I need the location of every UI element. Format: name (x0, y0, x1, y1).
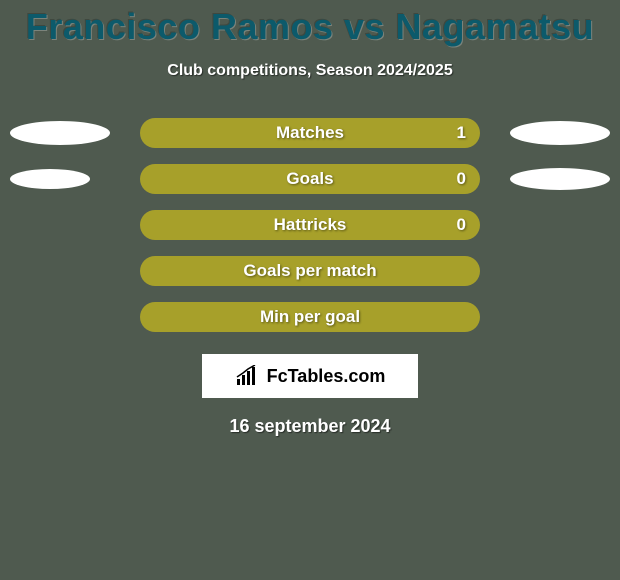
stat-row: Min per goal (0, 302, 620, 332)
stat-value: 0 (457, 169, 466, 189)
stat-bar: Min per goal (140, 302, 480, 332)
right-marker (510, 121, 610, 145)
date-text: 16 september 2024 (0, 416, 620, 437)
stat-value: 0 (457, 215, 466, 235)
stats-chart: Matches 1 Goals 0 Hattricks 0 Goals per match M… (0, 118, 620, 332)
logo-text: FcTables.com (267, 366, 386, 387)
subtitle: Club competitions, Season 2024/2025 (0, 62, 620, 80)
stat-row: Matches 1 (0, 118, 620, 148)
left-marker (10, 121, 110, 145)
stat-label: Goals (286, 169, 333, 189)
stat-label: Goals per match (243, 261, 376, 281)
infographic-container: Francisco Ramos vs Nagamatsu Club compet… (0, 0, 620, 580)
stat-label: Hattricks (274, 215, 347, 235)
stat-label: Matches (276, 123, 344, 143)
stat-row: Goals per match (0, 256, 620, 286)
stat-label: Min per goal (260, 307, 360, 327)
stat-bar: Goals 0 (140, 164, 480, 194)
stat-row: Goals 0 (0, 164, 620, 194)
stat-bar: Hattricks 0 (140, 210, 480, 240)
stat-bar: Goals per match (140, 256, 480, 286)
stat-value: 1 (457, 123, 466, 143)
chart-icon (235, 365, 261, 387)
page-title: Francisco Ramos vs Nagamatsu (0, 0, 620, 48)
logo-box: FcTables.com (202, 354, 418, 398)
stat-bar: Matches 1 (140, 118, 480, 148)
left-marker (10, 169, 90, 189)
stat-row: Hattricks 0 (0, 210, 620, 240)
right-marker (510, 168, 610, 190)
